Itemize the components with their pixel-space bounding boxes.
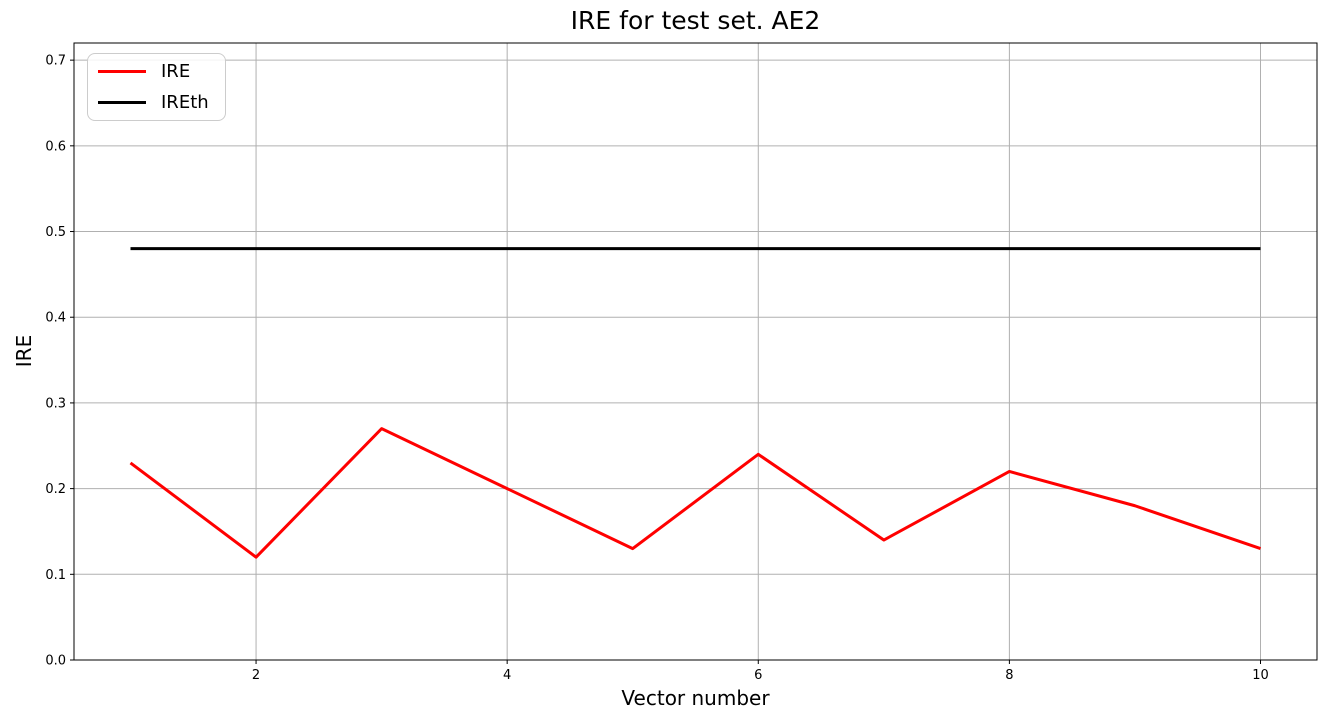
legend-item-ire: IRE	[98, 59, 215, 85]
y-axis-label: IRE	[12, 334, 36, 368]
legend-item-ireth: IREth	[98, 90, 215, 116]
y-tick-label: 0.7	[45, 54, 66, 69]
axes-spines	[73, 42, 1318, 661]
x-tick-label: 4	[503, 668, 511, 683]
ireth-line-swatch	[98, 101, 146, 104]
y-tick-label: 0.2	[45, 482, 66, 497]
y-tick-label: 0.3	[45, 396, 66, 411]
legend: IRE IREth	[87, 53, 226, 121]
y-tick-label: 0.4	[45, 311, 66, 326]
x-tick-label: 8	[1005, 668, 1013, 683]
y-tick-label: 0.5	[45, 225, 66, 240]
x-axis-label: Vector number	[621, 686, 770, 710]
x-tick-label: 6	[754, 668, 762, 683]
ire-line-swatch	[98, 70, 146, 73]
x-tick-label: 10	[1252, 668, 1269, 683]
legend-label-ire: IRE	[161, 60, 191, 82]
x-tick-label: 2	[252, 668, 260, 683]
y-tick-label: 0.0	[45, 654, 66, 669]
series-line-ire	[129, 427, 1261, 559]
chart-title: IRE for test set. AE2	[570, 6, 821, 35]
legend-label-ireth: IREth	[161, 91, 209, 113]
y-tick-label: 0.1	[45, 568, 66, 583]
y-tick-label: 0.6	[45, 139, 66, 154]
